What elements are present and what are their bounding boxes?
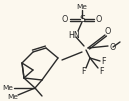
Text: Me: Me: [77, 4, 87, 10]
Text: F: F: [102, 56, 106, 66]
Text: F: F: [81, 67, 85, 76]
Text: O: O: [62, 15, 68, 25]
Text: S: S: [79, 15, 85, 25]
Text: F: F: [100, 66, 104, 76]
Text: O: O: [105, 27, 111, 36]
Text: Me: Me: [8, 94, 18, 100]
Text: HN: HN: [68, 31, 80, 39]
Text: O: O: [110, 43, 116, 52]
Text: O: O: [96, 15, 102, 25]
Text: Me: Me: [3, 85, 13, 91]
